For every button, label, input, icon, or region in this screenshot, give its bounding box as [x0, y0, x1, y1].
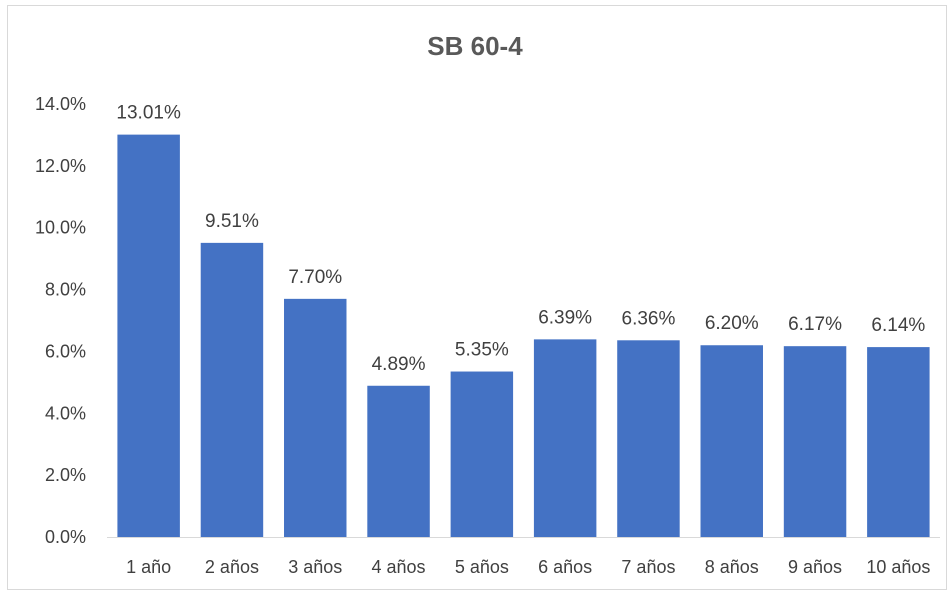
x-tick-label: 2 años [205, 557, 259, 577]
data-label: 6.39% [538, 307, 592, 328]
bar [867, 347, 930, 537]
x-tick-label: 4 años [372, 557, 426, 577]
bar [200, 242, 264, 537]
y-tick-label: 10.0% [35, 218, 86, 238]
bar [367, 385, 430, 537]
y-tick-label: 2.0% [45, 465, 86, 485]
x-tick-label: 3 años [288, 557, 342, 577]
chart-title: SB 60-4 [427, 31, 523, 61]
bar [117, 134, 180, 537]
bar [284, 298, 347, 537]
y-tick-label: 6.0% [45, 341, 86, 361]
data-label: 6.17% [788, 314, 842, 335]
bar [700, 345, 763, 537]
x-tick-label: 5 años [455, 557, 509, 577]
data-labels: 13.01% 9.51% 7.70% 4.89% 5.35% 6.39% 6.36% 6.20… [116, 103, 925, 375]
data-label: 7.70% [288, 267, 342, 288]
bar [533, 339, 597, 537]
y-tick-label: 4.0% [45, 403, 86, 423]
data-label: 5.35% [455, 340, 509, 361]
x-tick-label: 9 años [788, 557, 842, 577]
bars [117, 134, 930, 537]
x-tick-label: 1 año [126, 557, 171, 577]
bar [617, 340, 680, 537]
data-label: 13.01% [116, 103, 181, 124]
x-tick-label: 8 años [705, 557, 759, 577]
bar [450, 371, 514, 537]
data-label: 6.14% [871, 315, 925, 336]
y-axis: 0.0% 2.0% 4.0% 6.0% 8.0% 10.0% 12.0% 14.0% [35, 94, 86, 547]
data-label: 4.89% [372, 354, 426, 375]
x-tick-label: 6 años [538, 557, 592, 577]
data-label: 9.51% [205, 211, 259, 232]
y-tick-label: 8.0% [45, 280, 86, 300]
data-label: 6.20% [705, 313, 759, 334]
x-tick-label: 10 años [866, 557, 930, 577]
x-tick-label: 7 años [621, 557, 675, 577]
y-tick-label: 14.0% [35, 94, 86, 114]
y-tick-label: 12.0% [35, 156, 86, 176]
data-label: 6.36% [622, 308, 676, 329]
y-tick-label: 0.0% [45, 527, 86, 547]
x-axis: 1 año 2 años 3 años 4 años 5 años 6 años 7 año… [126, 557, 930, 577]
bar [783, 346, 847, 537]
